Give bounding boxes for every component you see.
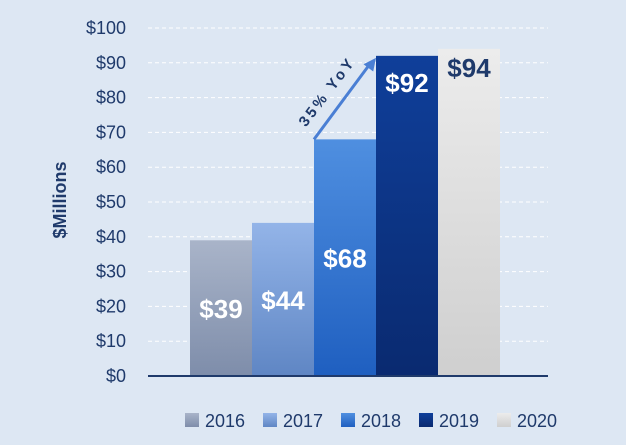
bars: $39 $44 $68 $92 $94	[190, 48, 500, 377]
growth-arrow-line	[312, 62, 372, 141]
legend-label-2016: 2016	[205, 411, 245, 431]
y-tick-label: $80	[96, 88, 126, 108]
legend-swatch-2019	[419, 413, 433, 427]
bar-2019	[376, 55, 438, 377]
legend-label-2018: 2018	[361, 411, 401, 431]
y-axis-label: $Millions	[50, 161, 70, 238]
y-tick-label: $50	[96, 192, 126, 212]
data-label-2018: $68	[323, 244, 366, 274]
data-label-2016: $39	[199, 294, 242, 324]
bar-2018	[314, 139, 376, 376]
y-tick-label: $100	[86, 18, 126, 38]
bar-2016	[190, 240, 252, 376]
y-tick-label: $90	[96, 53, 126, 73]
growth-annotation: 35% YoY	[296, 54, 376, 141]
legend-label-2020: 2020	[517, 411, 557, 431]
y-axis-ticks: $0 $10 $20 $30 $40 $50 $60 $70 $80 $90 $100	[86, 18, 126, 386]
y-tick-label: $70	[96, 122, 126, 142]
legend-swatch-2016	[185, 413, 199, 427]
legend-swatch-2017	[263, 413, 277, 427]
legend-label-2017: 2017	[283, 411, 323, 431]
data-label-2019: $92	[385, 68, 428, 98]
legend: 2016 2017 2018 2019 2020	[185, 411, 557, 431]
y-tick-label: $0	[106, 366, 126, 386]
y-tick-label: $40	[96, 227, 126, 247]
legend-swatch-2020	[497, 413, 511, 427]
data-label-2020: $94	[447, 53, 491, 83]
y-tick-label: $20	[96, 296, 126, 316]
legend-swatch-2018	[341, 413, 355, 427]
y-tick-label: $30	[96, 262, 126, 282]
y-tick-label: $10	[96, 331, 126, 351]
legend-label-2019: 2019	[439, 411, 479, 431]
data-label-2017: $44	[261, 285, 305, 315]
bar-2017	[252, 222, 314, 376]
bar-2020	[438, 48, 500, 376]
y-tick-label: $60	[96, 157, 126, 177]
arrowhead-icon	[363, 57, 376, 72]
